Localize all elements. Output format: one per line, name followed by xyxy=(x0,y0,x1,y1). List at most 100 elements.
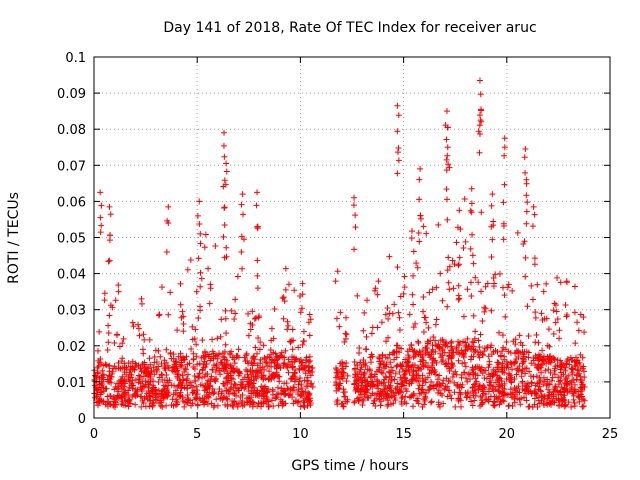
data-point xyxy=(235,400,242,407)
data-point xyxy=(503,376,510,383)
data-point xyxy=(202,364,209,371)
data-point xyxy=(359,379,366,386)
data-point xyxy=(169,364,176,371)
data-point xyxy=(384,304,391,311)
data-point xyxy=(249,401,256,408)
data-point xyxy=(295,344,302,351)
data-point xyxy=(568,404,575,411)
data-point xyxy=(416,382,423,389)
data-point xyxy=(473,378,480,385)
data-point xyxy=(490,283,497,290)
data-point xyxy=(93,386,100,393)
data-point xyxy=(360,361,367,368)
data-point xyxy=(92,372,99,379)
data-point xyxy=(532,314,539,321)
data-point xyxy=(403,388,410,395)
data-point xyxy=(501,144,508,151)
data-point xyxy=(223,330,230,337)
data-point xyxy=(546,353,553,360)
data-point xyxy=(175,353,182,360)
data-point xyxy=(163,346,170,353)
data-point xyxy=(245,374,252,381)
data-point xyxy=(304,377,311,384)
data-point xyxy=(301,377,308,384)
data-point xyxy=(488,307,495,314)
data-point xyxy=(299,341,306,348)
data-point xyxy=(98,202,105,209)
data-point xyxy=(355,373,362,380)
data-point xyxy=(149,400,156,407)
y-tick-label: 0 xyxy=(78,412,86,427)
data-point xyxy=(432,337,439,344)
data-point xyxy=(135,325,142,332)
data-point xyxy=(299,280,306,287)
data-point xyxy=(374,324,381,331)
data-point xyxy=(522,273,529,280)
data-point xyxy=(406,311,413,318)
data-point xyxy=(512,336,519,343)
data-point xyxy=(307,372,314,379)
data-point xyxy=(266,368,273,375)
data-point xyxy=(408,342,415,349)
data-point xyxy=(174,327,181,334)
data-point xyxy=(455,261,462,268)
data-point xyxy=(448,360,455,367)
data-point xyxy=(443,136,450,143)
data-point xyxy=(397,362,404,369)
data-point xyxy=(136,376,143,383)
data-point xyxy=(380,361,387,368)
data-point xyxy=(579,354,586,361)
data-point xyxy=(384,402,391,409)
data-point xyxy=(257,399,264,406)
data-point xyxy=(475,279,482,286)
data-point xyxy=(268,363,275,370)
data-point xyxy=(141,336,148,343)
data-point xyxy=(100,362,107,369)
data-point xyxy=(262,355,269,362)
y-tick-label: 0.07 xyxy=(57,159,86,174)
data-point xyxy=(156,374,163,381)
data-point xyxy=(386,384,393,391)
data-point xyxy=(194,401,201,408)
data-point xyxy=(400,290,407,297)
data-point xyxy=(456,295,463,302)
data-point xyxy=(469,384,476,391)
data-point xyxy=(199,337,206,344)
data-point xyxy=(156,311,163,318)
data-point xyxy=(525,332,532,339)
data-point xyxy=(462,347,469,354)
data-point xyxy=(157,397,164,404)
data-point xyxy=(333,399,340,406)
data-point xyxy=(336,323,343,330)
data-point xyxy=(260,400,267,407)
data-point xyxy=(160,393,167,400)
data-point xyxy=(288,337,295,344)
data-point xyxy=(540,393,547,400)
data-point xyxy=(492,271,499,278)
data-point xyxy=(501,181,508,188)
data-point xyxy=(571,403,578,410)
data-point xyxy=(546,400,553,407)
data-point xyxy=(245,332,252,339)
data-point xyxy=(213,352,220,359)
data-point xyxy=(339,375,346,382)
data-point xyxy=(351,399,358,406)
x-tick-label: 5 xyxy=(193,427,201,442)
data-point xyxy=(517,401,524,408)
data-point xyxy=(228,348,235,355)
data-point xyxy=(462,238,469,245)
data-point xyxy=(462,339,469,346)
data-point xyxy=(446,263,453,270)
data-point xyxy=(136,332,143,339)
data-point xyxy=(570,388,577,395)
data-point xyxy=(189,384,196,391)
data-point xyxy=(446,367,453,374)
data-point xyxy=(342,330,349,337)
data-point xyxy=(565,399,572,406)
data-point xyxy=(387,359,394,366)
data-point xyxy=(532,339,539,346)
data-point xyxy=(257,339,264,346)
data-point xyxy=(340,369,347,376)
data-point xyxy=(150,364,157,371)
